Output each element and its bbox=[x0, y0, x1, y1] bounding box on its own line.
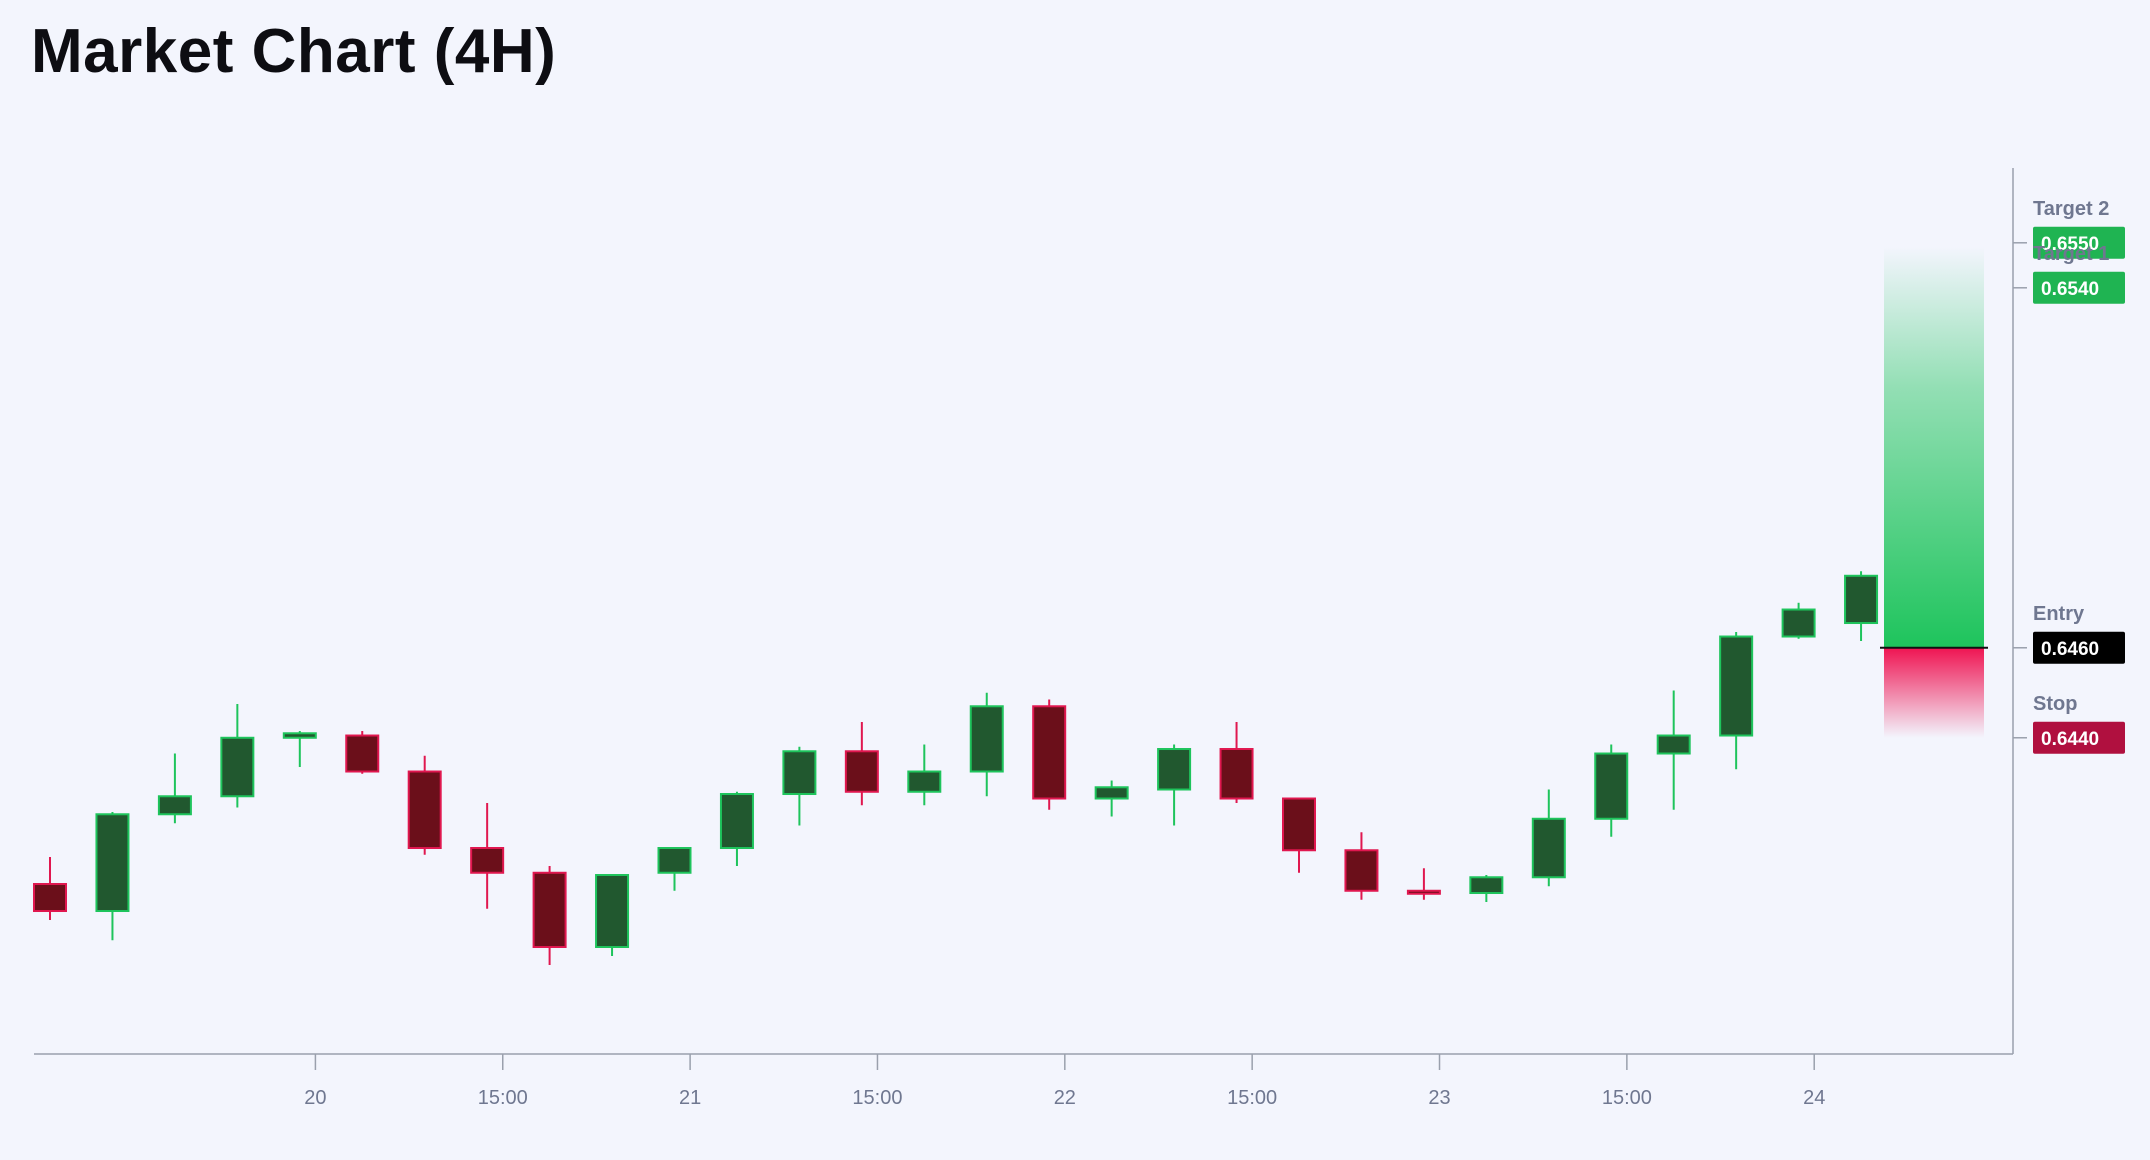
level-name: Target 2 bbox=[2033, 198, 2109, 220]
candle-body bbox=[1158, 749, 1190, 789]
profit-zone bbox=[1884, 247, 1984, 648]
candle-body bbox=[1845, 576, 1877, 623]
loss-zone bbox=[1884, 648, 1984, 738]
level-value: 0.6460 bbox=[2041, 639, 2099, 660]
candles bbox=[34, 571, 1877, 965]
level-value: 0.6540 bbox=[2041, 279, 2099, 300]
axes: 20 15:00 21 15:00 22 15:00 23 15:00 24 bbox=[34, 168, 2013, 1109]
candle-body bbox=[596, 875, 628, 947]
x-tick-label: 15:00 bbox=[1227, 1087, 1277, 1109]
x-tick-label: 15:00 bbox=[478, 1087, 528, 1109]
candle-body bbox=[1470, 877, 1502, 893]
candle-body bbox=[346, 736, 378, 772]
candle-body bbox=[534, 873, 566, 947]
candle-body bbox=[1408, 891, 1440, 894]
x-tick-label: 20 bbox=[304, 1087, 326, 1109]
candle-body bbox=[721, 794, 753, 848]
candle-body bbox=[34, 884, 66, 911]
candle-body bbox=[1096, 787, 1128, 798]
trade-zones bbox=[1880, 247, 1988, 738]
candle-body bbox=[159, 796, 191, 814]
x-tick-label: 24 bbox=[1803, 1087, 1825, 1109]
candle-body bbox=[1533, 819, 1565, 877]
candle-body bbox=[471, 848, 503, 873]
level-name: Stop bbox=[2033, 693, 2077, 715]
x-tick-label: 15:00 bbox=[1602, 1087, 1652, 1109]
x-tick-label: 21 bbox=[679, 1087, 701, 1109]
x-tick-label: 22 bbox=[1054, 1087, 1076, 1109]
candle-body bbox=[908, 772, 940, 792]
candle-body bbox=[971, 706, 1003, 771]
candle-body bbox=[1783, 610, 1815, 637]
candle-body bbox=[783, 751, 815, 794]
candle-body bbox=[659, 848, 691, 873]
x-tick-label: 15:00 bbox=[852, 1087, 902, 1109]
x-tick-label: 23 bbox=[1428, 1087, 1450, 1109]
candle-body bbox=[1345, 850, 1377, 890]
candle-body bbox=[1658, 736, 1690, 754]
candle-body bbox=[1283, 799, 1315, 851]
candle-body bbox=[1720, 637, 1752, 736]
candle-body bbox=[1595, 754, 1627, 819]
candle-body bbox=[1033, 706, 1065, 798]
candle-body bbox=[409, 772, 441, 848]
candle-body bbox=[96, 814, 128, 911]
candle-body bbox=[221, 738, 253, 796]
candle-body bbox=[846, 751, 878, 791]
level-name: Target 1 bbox=[2033, 243, 2109, 265]
level-value: 0.6440 bbox=[2041, 729, 2099, 750]
level-name: Entry bbox=[2033, 603, 2085, 625]
candle-body bbox=[284, 733, 316, 737]
candle-body bbox=[1221, 749, 1253, 798]
